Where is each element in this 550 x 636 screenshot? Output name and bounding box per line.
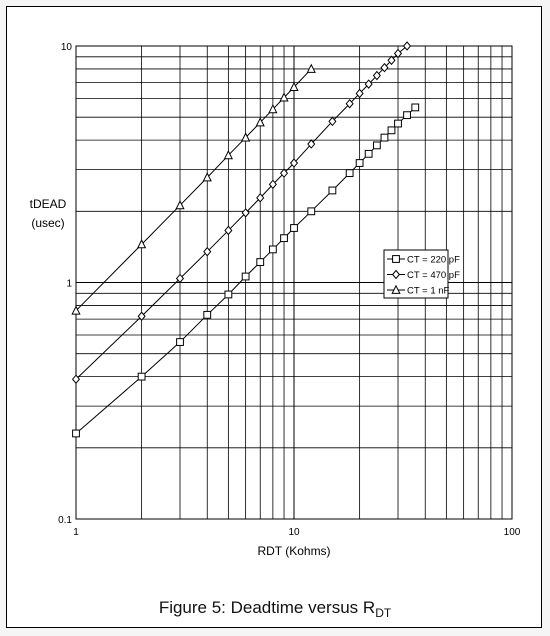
legend: CT = 220 pF CT = 470 pF CT = 1 nF xyxy=(384,250,460,298)
square-marker xyxy=(346,170,353,177)
caption-subscript: DT xyxy=(375,606,391,620)
x-tick-label: 10 xyxy=(288,527,300,538)
square-marker xyxy=(356,160,363,167)
square-marker xyxy=(308,208,315,215)
square-marker xyxy=(329,187,336,194)
series-line xyxy=(76,69,311,311)
caption-text: Figure 5: Deadtime versus R xyxy=(159,598,375,617)
y-axis-title-line1: tDEAD xyxy=(30,197,67,211)
square-marker xyxy=(257,259,264,266)
y-tick-label: 10 xyxy=(61,42,73,53)
square-marker xyxy=(381,134,388,141)
square-marker xyxy=(73,430,80,437)
square-marker xyxy=(365,150,372,157)
square-marker xyxy=(373,142,380,149)
y-axis-title-line2: (usec) xyxy=(31,216,64,230)
series-line xyxy=(76,46,407,379)
square-marker xyxy=(412,104,419,111)
diamond-marker xyxy=(404,42,411,50)
x-axis-title: RDT (Kohms) xyxy=(257,544,330,558)
square-marker xyxy=(281,235,288,242)
y-tick-label: 0.1 xyxy=(58,515,72,526)
legend-label: CT = 220 pF xyxy=(407,255,460,266)
figure-caption: Figure 5: Deadtime versus RDT xyxy=(0,598,550,620)
x-tick-label: 1 xyxy=(73,527,79,538)
square-marker xyxy=(225,291,232,298)
series-triangle xyxy=(72,65,315,314)
square-marker xyxy=(404,112,411,119)
square-marker xyxy=(177,339,184,346)
square-marker xyxy=(395,120,402,127)
square-marker xyxy=(388,127,395,134)
y-tick-label: 1 xyxy=(66,279,72,290)
square-marker xyxy=(204,311,211,318)
square-marker xyxy=(291,225,298,232)
square-marker xyxy=(138,373,145,380)
square-marker xyxy=(269,246,276,253)
square-marker xyxy=(393,256,400,263)
x-tick-label: 100 xyxy=(504,527,521,538)
legend-label: CT = 470 pF xyxy=(407,270,460,281)
square-marker xyxy=(242,273,249,280)
legend-label: CT = 1 nF xyxy=(407,286,450,297)
